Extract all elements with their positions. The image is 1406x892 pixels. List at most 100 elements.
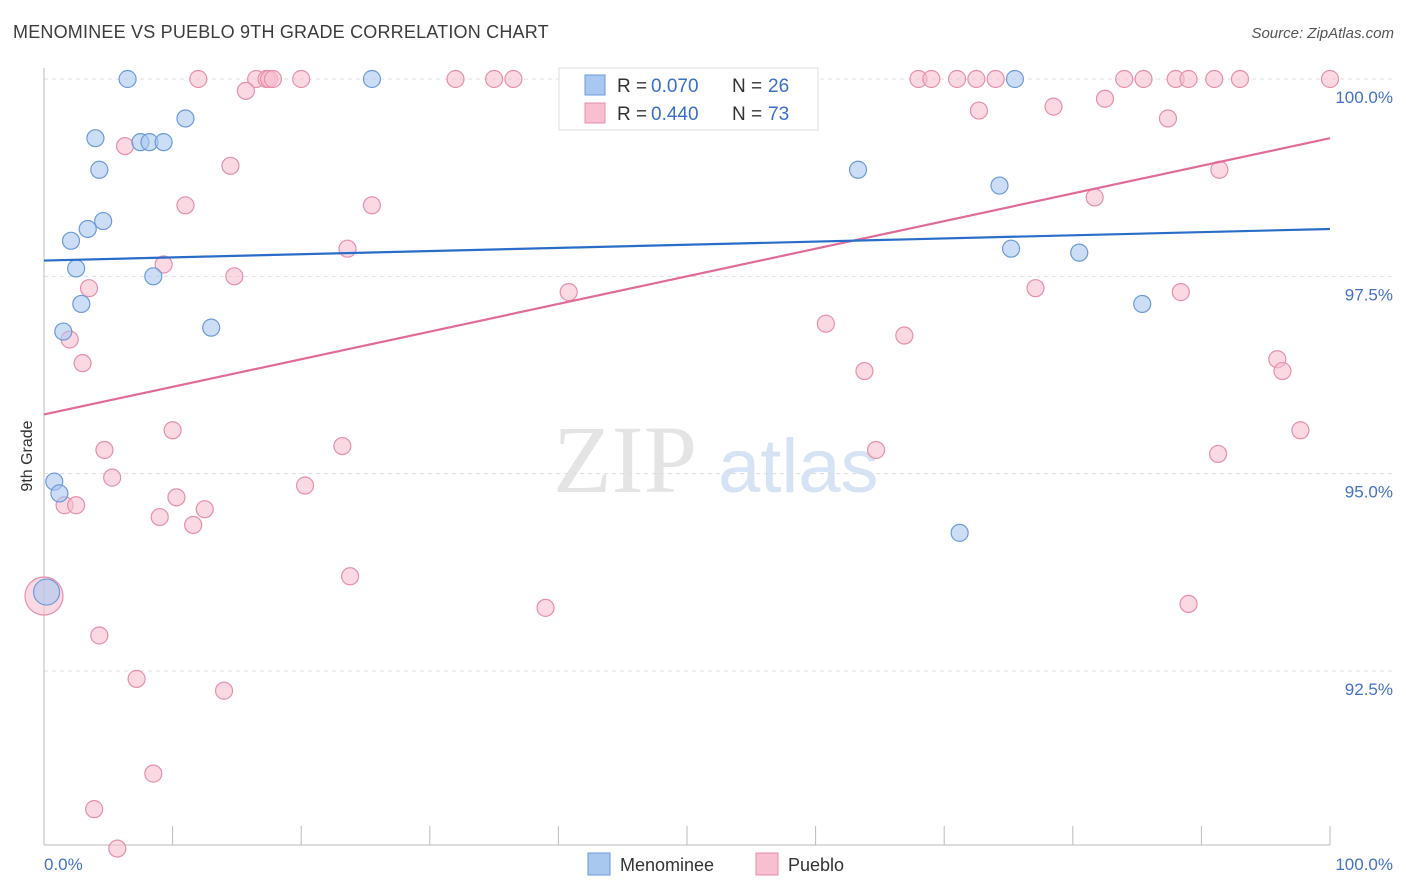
pueblo-point bbox=[340, 567, 360, 586]
y-tick-labels: 92.5% 95.0% 97.5% 100.0% bbox=[1335, 88, 1393, 699]
menominee-point bbox=[1005, 69, 1025, 89]
pueblo-point bbox=[115, 136, 135, 156]
x-tick-label-min: 0.0% bbox=[44, 855, 83, 874]
pueblo-point bbox=[559, 283, 578, 302]
pueblo-point bbox=[1291, 421, 1310, 440]
chart-source: Source: ZipAtlas.com bbox=[1251, 25, 1394, 42]
menominee-point bbox=[990, 176, 1009, 195]
pueblo-point bbox=[79, 279, 99, 298]
pueblo-point bbox=[189, 69, 208, 89]
pueblo-point bbox=[1320, 69, 1340, 89]
pueblo-point bbox=[167, 488, 186, 507]
legend-n-pueblo: 73 bbox=[768, 104, 789, 125]
pueblo-point bbox=[73, 354, 92, 373]
series-legend: Menominee Pueblo bbox=[587, 852, 844, 876]
legend-r-pueblo: 0.440 bbox=[651, 104, 699, 125]
chart-title: MENOMINEE VS PUEBLO 9TH GRADE CORRELATIO… bbox=[13, 22, 549, 42]
menominee-point bbox=[94, 211, 113, 231]
pueblo-point bbox=[90, 626, 109, 645]
pueblo-point bbox=[1273, 361, 1292, 381]
legend-swatch-pueblo bbox=[584, 102, 606, 124]
pueblo-point bbox=[154, 255, 173, 274]
correlation-legend: R = 0.070 N = 26 R = 0.440 N = 73 bbox=[558, 67, 819, 131]
pueblo-point bbox=[536, 598, 555, 617]
pueblo-point bbox=[295, 476, 315, 495]
menominee-point bbox=[950, 523, 969, 542]
pueblo-point bbox=[150, 507, 169, 527]
menominee-point bbox=[67, 259, 86, 278]
menominee-point bbox=[50, 484, 69, 503]
pueblo-trendline bbox=[43, 137, 1331, 416]
pueblo-point bbox=[967, 69, 986, 89]
menominee-point bbox=[144, 267, 163, 286]
pueblo-point bbox=[986, 69, 1005, 89]
legend-n-label-pueblo: N = bbox=[732, 104, 762, 125]
pueblo-point bbox=[85, 800, 104, 819]
pueblo-point bbox=[816, 314, 835, 333]
pueblo-point bbox=[127, 669, 146, 688]
pueblo-point bbox=[1179, 69, 1198, 89]
pueblo-point bbox=[1115, 69, 1134, 89]
pueblo-point bbox=[922, 69, 941, 89]
bottom-legend-swatch-menominee bbox=[587, 852, 611, 876]
pueblo-point bbox=[95, 440, 114, 460]
pueblo-point bbox=[362, 196, 382, 215]
pueblo-point bbox=[103, 468, 122, 487]
pueblo-point bbox=[1044, 97, 1063, 116]
pueblo-point bbox=[292, 69, 311, 89]
menominee-trendline bbox=[43, 227, 1331, 262]
pueblo-point bbox=[1134, 69, 1153, 89]
y-tick-label: 92.5% bbox=[1345, 680, 1393, 699]
menominee-point bbox=[848, 160, 868, 179]
pueblo-point bbox=[221, 156, 240, 175]
pueblo-point bbox=[1205, 69, 1224, 89]
pueblo-point bbox=[184, 515, 203, 535]
pueblo-point bbox=[176, 196, 195, 215]
legend-n-label-menominee: N = bbox=[732, 76, 762, 97]
pueblo-point bbox=[214, 681, 234, 700]
pueblo-point bbox=[1179, 594, 1198, 614]
menominee-point bbox=[176, 109, 195, 128]
pueblo-point bbox=[446, 69, 465, 89]
pueblo-point bbox=[855, 361, 874, 381]
watermark-atlas: atlas bbox=[718, 424, 879, 509]
legend-r-label-menominee: R = bbox=[617, 76, 647, 97]
y-axis-label: 9th Grade bbox=[19, 420, 36, 491]
legend-r-menominee: 0.070 bbox=[651, 76, 699, 97]
legend-n-menominee: 26 bbox=[768, 76, 789, 97]
bottom-legend-label-menominee: Menominee bbox=[620, 855, 714, 875]
menominee-points bbox=[32, 69, 1152, 606]
menominee-point bbox=[61, 231, 81, 250]
legend-swatch-menominee bbox=[584, 74, 606, 96]
pueblo-point bbox=[108, 839, 127, 858]
x-tick-label-max: 100.0% bbox=[1335, 855, 1393, 874]
pueblo-point bbox=[947, 69, 967, 89]
watermark-zip: ZIP bbox=[553, 406, 697, 513]
menominee-point bbox=[90, 160, 109, 179]
menominee-point bbox=[362, 69, 382, 89]
y-tick-label: 95.0% bbox=[1345, 483, 1393, 502]
bottom-legend-label-pueblo: Pueblo bbox=[788, 855, 844, 875]
pueblo-point bbox=[225, 267, 244, 286]
menominee-point bbox=[72, 294, 91, 314]
trendlines bbox=[43, 137, 1331, 416]
pueblo-point bbox=[1026, 279, 1045, 298]
pueblo-point bbox=[1230, 69, 1250, 89]
menominee-point bbox=[1070, 243, 1089, 262]
menominee-point bbox=[1133, 294, 1152, 314]
pueblo-point bbox=[1209, 444, 1228, 464]
pueblo-point bbox=[895, 326, 914, 345]
pueblo-point bbox=[195, 500, 214, 519]
y-tick-label: 100.0% bbox=[1335, 88, 1393, 107]
pueblo-point bbox=[67, 496, 86, 515]
bottom-legend-swatch-pueblo bbox=[755, 852, 779, 876]
menominee-point bbox=[86, 129, 105, 148]
pueblo-point bbox=[969, 101, 989, 120]
pueblo-point bbox=[144, 764, 163, 783]
pueblo-point bbox=[504, 69, 523, 89]
legend-r-label-pueblo: R = bbox=[617, 104, 647, 125]
pueblo-point bbox=[866, 440, 886, 460]
pueblo-point bbox=[1085, 188, 1104, 207]
menominee-point bbox=[118, 69, 137, 89]
